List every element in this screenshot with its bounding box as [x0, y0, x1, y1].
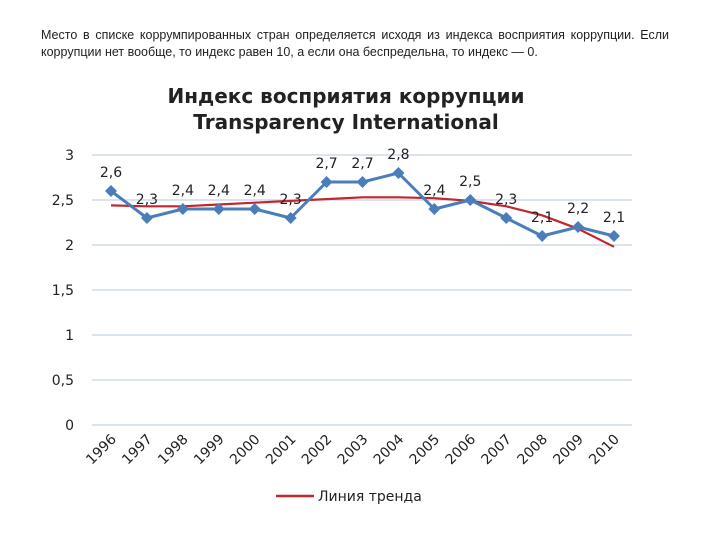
data-point-marker	[356, 176, 369, 188]
x-tick-label: 2004	[371, 431, 408, 468]
x-tick-label: 2003	[335, 432, 372, 469]
data-point-marker	[140, 212, 153, 224]
data-labels: 2,6 2,3 2,4 2,4 2,4 2,3 2,7 2,7 2,8 2,4 2,5 2,3 2,1 2…	[100, 147, 625, 226]
x-tick-label: 1996	[83, 431, 120, 468]
y-tick-label: 2,5	[52, 193, 74, 209]
data-point-marker	[212, 203, 225, 215]
data-point-marker	[248, 203, 261, 215]
grid-lines	[92, 154, 632, 426]
intro-paragraph: Место в списке коррумпированных стран оп…	[41, 28, 669, 59]
chart-title-line2: Transparency International	[193, 110, 498, 134]
data-label: 2,5	[459, 174, 481, 190]
x-tick-label: 1999	[191, 432, 228, 469]
data-point-marker	[284, 212, 297, 224]
y-tick-label: 1,5	[52, 283, 74, 299]
data-label: 2,4	[172, 183, 194, 199]
data-label: 2,2	[567, 201, 589, 217]
data-label: 2,1	[603, 210, 625, 226]
index-series	[105, 167, 620, 242]
data-label: 2,7	[351, 156, 373, 172]
legend: Линия тренда	[276, 489, 422, 505]
trend-line	[110, 196, 615, 248]
chart-title-line1: Индекс восприятия коррупции	[168, 84, 525, 108]
data-point-marker	[464, 194, 477, 206]
x-tick-label: 2002	[299, 432, 336, 469]
data-point-marker	[392, 167, 405, 179]
data-label: 2,1	[531, 210, 553, 226]
y-tick-label: 2	[65, 238, 74, 254]
x-tick-label: 2010	[586, 432, 623, 469]
data-label: 2,8	[387, 147, 409, 163]
x-tick-label: 1997	[119, 432, 156, 469]
x-tick-label: 2007	[479, 432, 516, 469]
data-label: 2,4	[423, 183, 445, 199]
y-tick-label: 0	[65, 418, 74, 434]
data-label: 2,7	[315, 156, 337, 172]
x-tick-label: 1998	[155, 432, 192, 469]
x-tick-label: 2005	[407, 432, 444, 469]
data-label: 2,4	[244, 183, 266, 199]
x-tick-label: 2009	[550, 432, 587, 469]
y-tick-label: 3	[65, 148, 74, 164]
x-axis-ticks: 1996 1997 1998 1999 2000 2001 2002 2003 2004 2005…	[83, 431, 623, 468]
data-point-marker	[572, 221, 585, 233]
x-tick-label: 2006	[443, 431, 480, 468]
data-point-marker	[536, 230, 549, 242]
trend-series-line	[110, 196, 615, 248]
data-label: 2,3	[136, 192, 158, 208]
legend-trend-label: Линия тренда	[318, 489, 422, 505]
data-label: 2,3	[280, 192, 302, 208]
data-point-marker	[176, 203, 189, 215]
y-tick-label: 1	[65, 328, 74, 344]
data-point-marker	[105, 185, 117, 197]
x-tick-label: 2001	[263, 432, 300, 469]
data-label: 2,6	[100, 165, 122, 181]
x-tick-label: 2000	[227, 432, 264, 469]
data-label: 2,3	[495, 192, 517, 208]
data-point-marker	[608, 230, 620, 242]
data-point-marker	[500, 212, 513, 224]
y-tick-label: 0,5	[52, 373, 74, 389]
y-axis-ticks: 0 0,5 1 1,5 2 2,5 3	[52, 148, 74, 434]
data-label: 2,4	[208, 183, 230, 199]
data-point-marker	[428, 203, 441, 215]
x-tick-label: 2008	[514, 432, 551, 469]
data-point-marker	[320, 176, 333, 188]
